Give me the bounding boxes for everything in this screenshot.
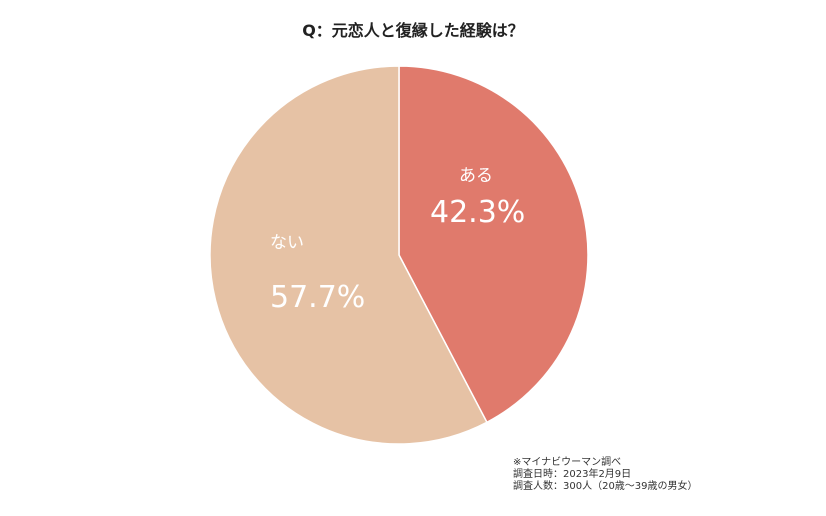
source-line-1: ※マイナビウーマン調べ	[513, 457, 622, 468]
slice-value-aru: 42.3%	[430, 195, 526, 230]
slice-label-aru: ある	[459, 166, 493, 186]
chart-title: Q：元恋人と復縁した経験は？	[302, 21, 524, 40]
pie-slice-1	[209, 65, 488, 445]
source-note: ※マイナビウーマン調べ 調査日時：2023年2月9日 調査人数：300人（20歳…	[513, 457, 698, 493]
pie-slice-0	[398, 65, 589, 424]
source-line-2: 調査日時：2023年2月9日	[513, 469, 632, 480]
slice-label-nai: ない	[270, 233, 304, 253]
slice-value-nai: 57.7%	[270, 280, 366, 315]
source-line-3: 調査人数：300人（20歳～39歳の男女）	[513, 481, 698, 492]
